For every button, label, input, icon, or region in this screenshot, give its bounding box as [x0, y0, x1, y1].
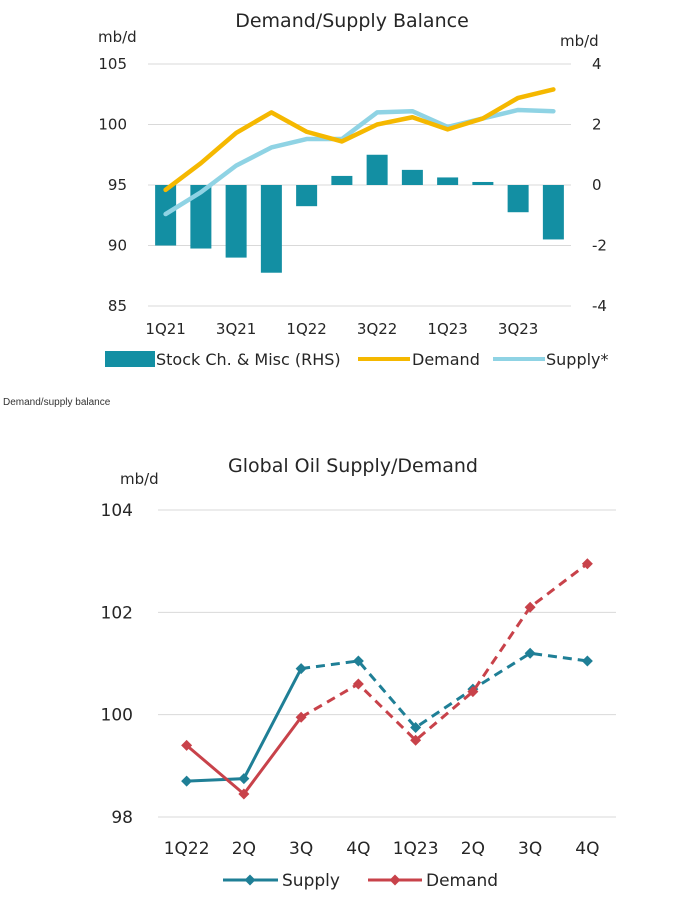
- x-tick-label: 3Q22: [357, 320, 397, 338]
- x-tick-label: 1Q22: [286, 320, 326, 338]
- chart1-right-unit: mb/d: [560, 32, 599, 50]
- supply-point: [410, 721, 422, 733]
- legend-label-stock: Stock Ch. & Misc (RHS): [156, 350, 341, 369]
- demand-supply-balance-chart: Demand/Supply Balance mb/d mb/d 85 90 95 10…: [98, 10, 609, 369]
- demand-line-forecast: [300, 562, 589, 743]
- legend-marker-demand: [389, 874, 401, 886]
- supply-point: [181, 775, 193, 787]
- y-right-tick-label: -2: [592, 237, 607, 255]
- supply-line-forecast: [300, 651, 588, 730]
- bar-stock-change: [260, 185, 282, 273]
- y-left-tick-label: 85: [108, 297, 127, 315]
- demand-point: [581, 558, 593, 570]
- bar-stock-change: [472, 181, 494, 185]
- demand-line: [163, 87, 556, 193]
- y-left-tick-label: 95: [108, 176, 127, 194]
- y-left-tick-label: 100: [98, 116, 127, 134]
- demand-point: [295, 711, 307, 723]
- supply-point: [524, 647, 536, 659]
- supply-point: [352, 655, 364, 667]
- chart1-title: Demand/Supply Balance: [235, 10, 469, 32]
- y-right-tick-label: -4: [592, 297, 607, 315]
- bar-stock-change: [437, 177, 459, 185]
- demand-point: [181, 739, 193, 751]
- supply-point: [295, 663, 307, 675]
- x-tick-label: 3Q: [518, 839, 542, 859]
- y-right-tick-label: 4: [592, 55, 602, 73]
- demand-point: [410, 734, 422, 746]
- bar-stock-change: [190, 185, 212, 249]
- supply-line: [163, 107, 556, 217]
- x-tick-label: 1Q21: [145, 320, 185, 338]
- y-left-tick-label: 90: [108, 237, 127, 255]
- chart2-title: Global Oil Supply/Demand: [228, 455, 478, 477]
- global-oil-supply-demand-chart: Global Oil Supply/Demand mb/d 98 100 102 10…: [101, 455, 616, 891]
- x-tick-label: 1Q23: [427, 320, 467, 338]
- demand-point: [352, 678, 364, 690]
- bar-stock-change: [507, 185, 529, 213]
- bar-stock-change: [366, 154, 388, 185]
- legend-marker-supply: [244, 874, 256, 886]
- bar-stock-change: [401, 169, 423, 185]
- bar-stock-change: [542, 185, 564, 240]
- legend-label-supply: Supply: [282, 871, 340, 891]
- bar-stock-change: [331, 175, 353, 185]
- x-tick-label: 4Q: [346, 839, 370, 859]
- x-tick-label: 4Q: [575, 839, 599, 859]
- legend-label-demand: Demand: [412, 350, 480, 369]
- x-tick-label: 1Q23: [393, 839, 439, 859]
- supply-line-actual: [186, 667, 303, 783]
- x-tick-label: 3Q21: [216, 320, 256, 338]
- y-right-tick-label: 2: [592, 116, 602, 134]
- legend-swatch-stock: [105, 351, 155, 367]
- supply-point: [581, 655, 593, 667]
- legend-label-demand: Demand: [426, 871, 498, 891]
- figure-caption: Demand/supply balance: [3, 397, 111, 408]
- demand-point: [524, 601, 536, 613]
- supply-point: [238, 773, 250, 785]
- y-tick-label: 98: [111, 808, 133, 828]
- x-tick-label: 2Q: [461, 839, 485, 859]
- y-tick-label: 102: [101, 603, 133, 623]
- chart1-left-unit: mb/d: [98, 28, 137, 46]
- x-tick-label: 3Q23: [498, 320, 538, 338]
- bar-stock-change: [225, 185, 247, 258]
- demand-point: [467, 686, 479, 698]
- y-tick-label: 104: [101, 501, 133, 521]
- x-tick-label: 1Q22: [164, 839, 210, 859]
- y-tick-label: 100: [101, 706, 133, 726]
- chart2-unit: mb/d: [120, 470, 159, 488]
- x-tick-label: 2Q: [232, 839, 256, 859]
- y-left-tick-label: 105: [98, 55, 127, 73]
- demand-point: [238, 788, 250, 800]
- bar-stock-change: [296, 185, 318, 207]
- x-tick-label: 3Q: [289, 839, 313, 859]
- legend-label-supply: Supply*: [546, 350, 609, 369]
- y-right-tick-label: 0: [592, 176, 602, 194]
